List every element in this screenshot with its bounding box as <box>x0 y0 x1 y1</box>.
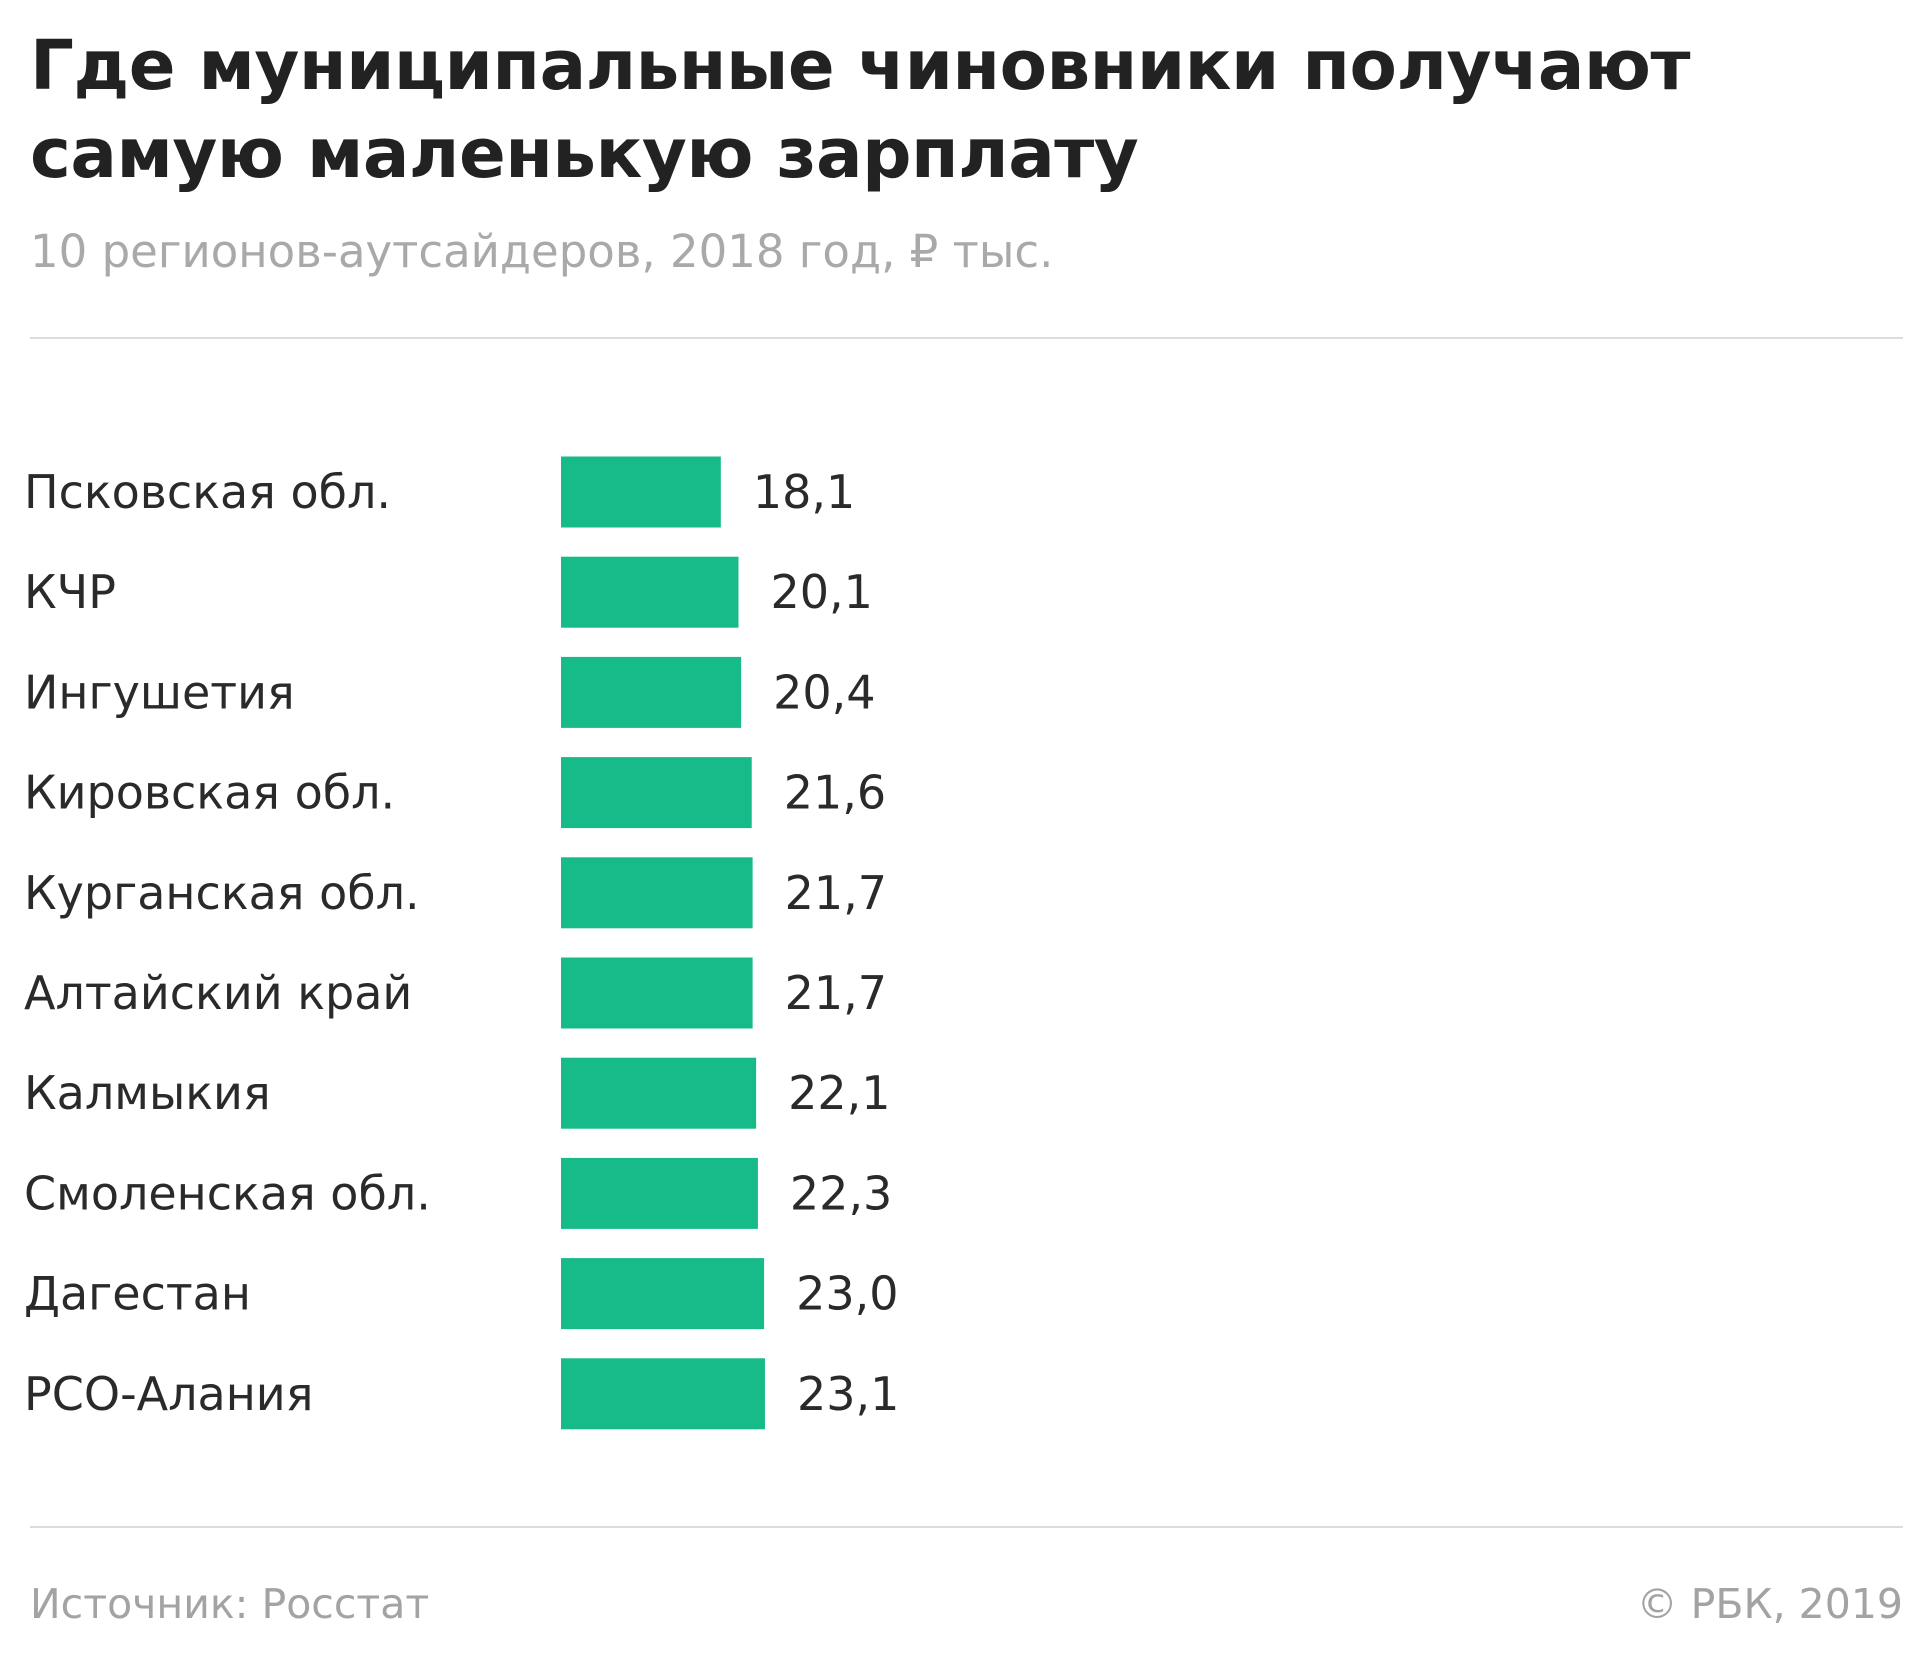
chart-title: Где муниципальные чиновники получают сам… <box>30 26 1690 194</box>
category-label: Алтайский край <box>24 966 412 1020</box>
category-label: Дагестан <box>24 1267 251 1321</box>
value-label: 18,1 <box>753 465 855 519</box>
chart-subtitle: 10 регионов-аутсайдеров, 2018 год, ₽ тыс… <box>30 225 1054 278</box>
value-label: 22,1 <box>788 1066 890 1120</box>
value-label: 21,6 <box>784 766 886 820</box>
category-label: РСО-Алания <box>24 1367 313 1421</box>
value-label: 23,0 <box>796 1267 898 1321</box>
category-label: Калмыкия <box>24 1066 271 1120</box>
bar <box>561 1358 765 1430</box>
category-label: Кировская обл. <box>24 766 395 820</box>
bottom-divider <box>30 1526 1903 1528</box>
value-label: 22,3 <box>790 1166 892 1220</box>
value-label: 20,1 <box>770 565 872 619</box>
bar <box>561 1157 758 1229</box>
category-label: Ингушетия <box>24 665 295 719</box>
bar <box>561 957 753 1029</box>
value-label: 20,4 <box>773 665 875 719</box>
bar <box>561 556 739 628</box>
category-label: Курганская обл. <box>24 866 420 920</box>
category-label: Смоленская обл. <box>24 1166 431 1220</box>
value-label: 21,7 <box>785 966 887 1020</box>
copyright-note: © РБК, 2019 <box>1636 1580 1903 1628</box>
bar <box>561 857 753 929</box>
value-label: 23,1 <box>797 1367 899 1421</box>
bar <box>561 656 742 728</box>
top-divider <box>30 337 1903 339</box>
bar <box>561 1258 765 1330</box>
value-label: 21,7 <box>785 866 887 920</box>
bar <box>561 456 721 528</box>
bar <box>561 757 752 829</box>
bar-chart: Псковская обл. 18,1 КЧР 20,1 Ингушетия 20,4 Ки… <box>24 456 899 1430</box>
category-label: КЧР <box>24 565 116 619</box>
category-label: Псковская обл. <box>24 465 391 519</box>
source-note: Источник: Росстат <box>30 1580 430 1628</box>
bar <box>561 1057 757 1129</box>
